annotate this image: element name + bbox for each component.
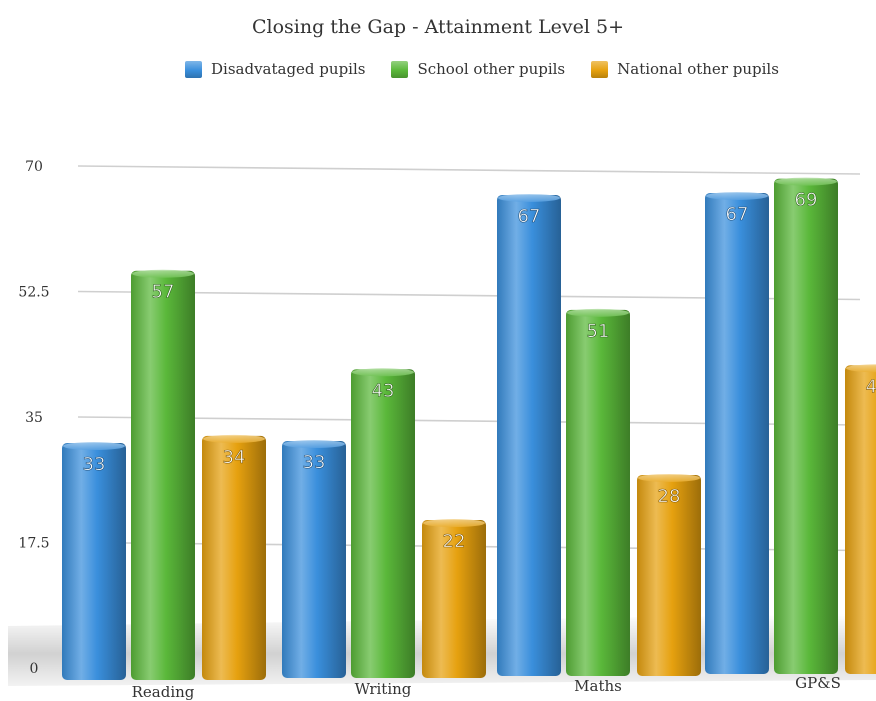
bar	[131, 269, 195, 680]
bar-body	[422, 520, 486, 678]
bar-value-label: 43	[372, 380, 395, 401]
x-tick-label: Writing	[355, 680, 412, 698]
x-tick-label: Maths	[574, 677, 622, 695]
bar	[62, 442, 126, 680]
bar-body	[202, 435, 266, 680]
legend-label-disadvantaged: Disadvataged pupils	[211, 60, 366, 78]
value-labels: 33 57 34 33 43 22 67 51 28 67 69 43	[82, 189, 876, 552]
bar-value-label: 28	[658, 486, 681, 507]
bar-value-label: 33	[303, 452, 326, 473]
bar-value-label: 67	[726, 204, 749, 225]
bar-value-label: 43	[866, 376, 876, 397]
bar-top-cap	[423, 519, 485, 528]
bar-body	[131, 270, 195, 680]
bar	[202, 434, 266, 680]
bar-value-label: 33	[83, 454, 106, 475]
x-tick-label: Reading	[132, 683, 195, 701]
bar	[351, 368, 415, 678]
bar-top-cap	[352, 368, 414, 377]
bar-top-cap	[63, 442, 125, 451]
legend-swatch-national-other	[591, 60, 609, 78]
bar-body	[62, 443, 126, 680]
y-tick-label: 35	[25, 410, 43, 426]
bar	[282, 440, 346, 678]
bar-body	[774, 178, 838, 674]
y-tick-label: 52.5	[18, 285, 49, 301]
legend: Disadvataged pupils School other pupils …	[185, 60, 779, 78]
legend-item-school-other: School other pupils	[391, 60, 565, 78]
bar-top-cap	[132, 269, 194, 278]
bars	[62, 177, 876, 680]
bar-value-label: 51	[587, 321, 610, 342]
legend-item-national-other: National other pupils	[591, 60, 779, 78]
bar-body	[351, 369, 415, 678]
legend-swatch-school-other	[391, 60, 409, 78]
bar	[705, 191, 769, 674]
bar-top-cap	[567, 308, 629, 317]
bar-top-cap	[706, 191, 768, 200]
bar-value-label: 22	[443, 531, 466, 552]
bar-body	[566, 309, 630, 676]
bar-body	[705, 192, 769, 674]
bar-top-cap	[203, 434, 265, 443]
bar-body	[637, 474, 701, 676]
bar-top-cap	[775, 177, 837, 186]
y-tick-label: 17.5	[18, 536, 49, 552]
bar-top-cap	[846, 364, 876, 373]
axis-labels: 0 17.5 35 52.5 70 Reading Writing Maths GP&S	[18, 159, 840, 701]
bar-value-label: 57	[152, 282, 175, 303]
y-tick-label: 0	[30, 661, 39, 677]
bar	[422, 519, 486, 678]
legend-label-national-other: National other pupils	[617, 60, 779, 78]
bar	[845, 364, 876, 674]
bar-value-label: 67	[518, 206, 541, 227]
bar	[774, 177, 838, 674]
bar-top-cap	[498, 193, 560, 202]
bar	[497, 193, 561, 676]
bar-body	[497, 194, 561, 676]
y-tick-label: 70	[25, 159, 43, 175]
bar-value-label: 69	[795, 190, 818, 211]
x-tick-label: GP&S	[795, 674, 841, 692]
bar-value-label: 34	[223, 447, 246, 468]
bar-top-cap	[283, 440, 345, 449]
legend-item-disadvantaged: Disadvataged pupils	[185, 60, 365, 78]
bar-top-cap	[638, 473, 700, 482]
gridline	[77, 165, 861, 175]
legend-label-school-other: School other pupils	[417, 60, 566, 78]
bar	[566, 308, 630, 676]
bar	[637, 473, 701, 676]
bar-body	[845, 365, 876, 674]
bar-body	[282, 441, 346, 678]
chart-title: Closing the Gap - Attainment Level 5+	[251, 16, 625, 38]
legend-swatch-disadvantaged	[185, 60, 202, 78]
